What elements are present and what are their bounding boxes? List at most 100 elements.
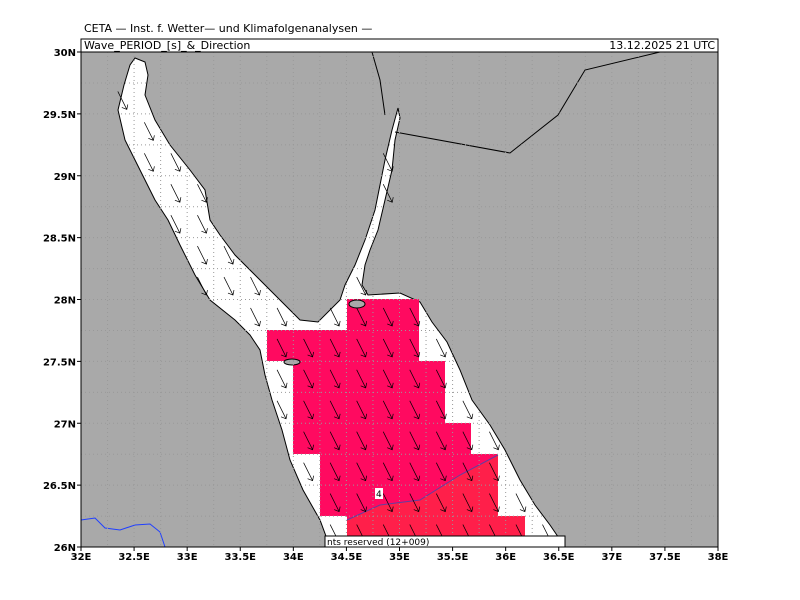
lat-label: 28N bbox=[54, 296, 76, 307]
wave-arrow bbox=[329, 338, 341, 358]
wave-arrow bbox=[462, 462, 474, 482]
wave-arrow bbox=[250, 276, 261, 296]
wave-arrow bbox=[144, 153, 155, 172]
wave-arrow bbox=[356, 276, 368, 296]
lon-label: 37E bbox=[601, 552, 622, 563]
lat-label: 26N bbox=[54, 543, 76, 554]
wave-arrow bbox=[356, 400, 368, 420]
wave-arrow bbox=[435, 338, 447, 358]
timestamp: 13.12.2025 21 UTC bbox=[609, 39, 715, 52]
wave-arrow bbox=[170, 214, 182, 234]
wave-arrow bbox=[489, 462, 500, 482]
lon-label: 37.5E bbox=[649, 552, 681, 563]
wave-arrow bbox=[435, 431, 447, 451]
wave-arrow bbox=[329, 369, 341, 389]
river bbox=[80, 517, 166, 548]
wave-arrow bbox=[489, 431, 500, 451]
map-area: 4 nts reserved (12+009) bbox=[80, 51, 719, 548]
wave-arrow bbox=[515, 493, 527, 513]
wave-arrow bbox=[223, 276, 235, 296]
wave-arrow bbox=[303, 400, 314, 420]
border bbox=[371, 51, 386, 116]
wave-arrow bbox=[276, 400, 288, 420]
wave-arrow bbox=[435, 493, 447, 513]
wave-arrow bbox=[435, 400, 447, 420]
lon-label: 35E bbox=[389, 552, 410, 563]
lat-label: 28.5N bbox=[43, 234, 76, 245]
contour-label: 4 bbox=[376, 490, 382, 500]
wave-arrow bbox=[197, 214, 208, 234]
border bbox=[394, 51, 661, 154]
wave-arrow bbox=[276, 369, 288, 389]
lat-label: 27N bbox=[54, 419, 76, 430]
lat-label: 27.5N bbox=[43, 357, 76, 368]
wave-arrow bbox=[329, 431, 341, 451]
wave-arrow bbox=[382, 493, 394, 513]
wave-cell bbox=[293, 423, 471, 454]
wave-arrow bbox=[329, 307, 341, 327]
copyright: nts reserved (12+009) bbox=[327, 538, 429, 548]
wave-arrow bbox=[409, 369, 421, 389]
wave-arrow bbox=[356, 338, 368, 358]
wave-arrow bbox=[197, 276, 208, 296]
wave-arrow bbox=[489, 493, 500, 513]
wave-arrow bbox=[197, 184, 208, 203]
wave-arrow bbox=[170, 153, 182, 172]
wave-cell bbox=[293, 392, 445, 423]
island bbox=[283, 358, 301, 366]
wave-arrow bbox=[197, 245, 208, 265]
wave-arrow bbox=[409, 400, 421, 420]
lon-label: 35.5E bbox=[437, 552, 469, 563]
lon-label: 36.5E bbox=[543, 552, 575, 563]
lat-label: 30N bbox=[54, 48, 76, 59]
wave-arrow bbox=[276, 338, 288, 358]
wave-arrow bbox=[409, 493, 421, 513]
lon-label: 34E bbox=[283, 552, 304, 563]
wave-arrow bbox=[382, 431, 394, 451]
parameter: Wave_PERIOD_[s]_&_Direction bbox=[84, 39, 250, 52]
wave-arrow bbox=[435, 462, 447, 482]
wave-arrow bbox=[382, 184, 394, 203]
wave-arrow bbox=[435, 369, 447, 389]
wave-arrow bbox=[382, 307, 394, 327]
wave-arrow bbox=[356, 307, 368, 327]
wave-arrow bbox=[462, 431, 474, 451]
wave-cell bbox=[267, 330, 419, 361]
wave-arrow bbox=[117, 91, 129, 110]
wave-arrow bbox=[409, 431, 421, 451]
header-title: CETA — Inst. f. Wetter— und Klimafolgena… bbox=[84, 22, 372, 35]
wave-arrow bbox=[303, 338, 314, 358]
lon-label: 33E bbox=[177, 552, 198, 563]
wave-arrow bbox=[462, 400, 474, 420]
wave-arrow bbox=[382, 338, 394, 358]
copyright-box bbox=[324, 535, 566, 548]
wave-arrow bbox=[144, 122, 155, 141]
wave-arrow bbox=[329, 400, 341, 420]
wave-arrow bbox=[409, 338, 421, 358]
wave-arrow bbox=[329, 493, 341, 513]
wave-arrow bbox=[382, 369, 394, 389]
wave-arrow bbox=[409, 462, 421, 482]
wave-arrow bbox=[170, 184, 182, 203]
lat-label: 29.5N bbox=[43, 110, 76, 121]
lon-label: 32.5E bbox=[118, 552, 150, 563]
wave-arrow bbox=[356, 431, 368, 451]
wave-cell bbox=[293, 361, 445, 392]
contour-label-box bbox=[375, 488, 383, 499]
lon-label: 36E bbox=[495, 552, 516, 563]
lat-label: 26.5N bbox=[43, 481, 76, 492]
lon-label: 32E bbox=[71, 552, 92, 563]
wave-arrow bbox=[382, 153, 394, 172]
wave-arrow bbox=[276, 307, 288, 327]
wave-arrow bbox=[329, 462, 341, 482]
wave-arrow bbox=[303, 431, 314, 451]
wave-arrow bbox=[223, 245, 235, 265]
island bbox=[348, 299, 366, 309]
lat-label: 29N bbox=[54, 172, 76, 183]
wave-arrow bbox=[303, 369, 314, 389]
wave-arrow bbox=[356, 462, 368, 482]
lon-label: 34.5E bbox=[331, 552, 363, 563]
contour-line bbox=[346, 454, 499, 521]
contour-area bbox=[347, 455, 525, 547]
